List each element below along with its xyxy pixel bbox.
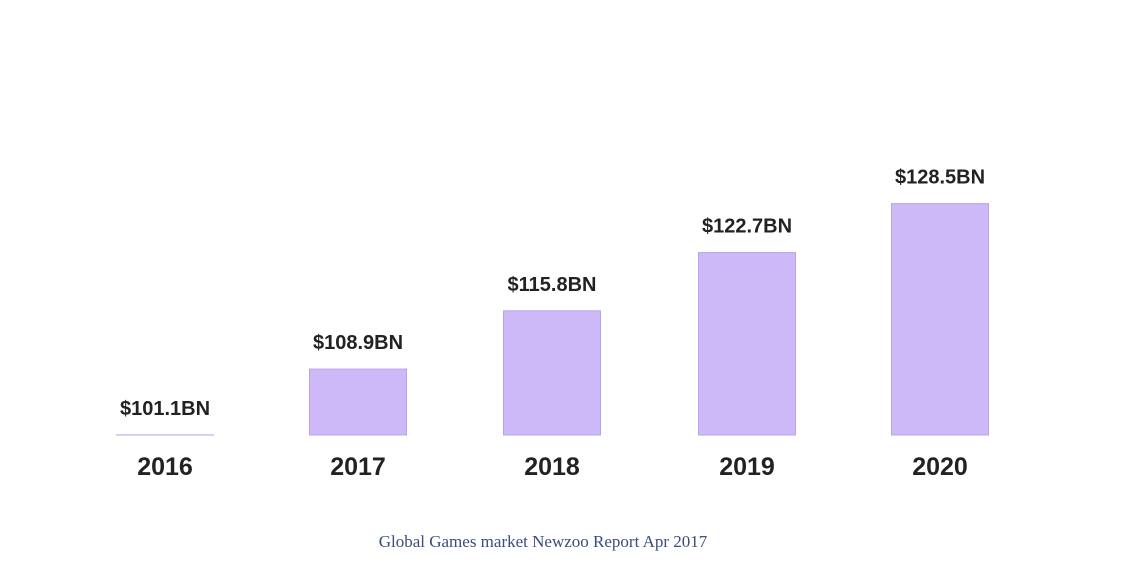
- chart-caption: Global Games market Newzoo Report Apr 20…: [378, 532, 708, 551]
- x-tick-label-2016: 2016: [137, 453, 193, 481]
- data-label-2017: $108.9BN: [313, 332, 403, 354]
- bars-group: [116, 203, 989, 436]
- bar-2017: [309, 368, 407, 436]
- bar-2018: [503, 310, 601, 436]
- data-label-2018: $115.8BN: [508, 274, 597, 296]
- data-label-2020: $128.5BN: [895, 167, 985, 189]
- x-tick-label-2018: 2018: [524, 453, 580, 481]
- data-label-2016: $101.1BN: [120, 398, 210, 420]
- x-axis-tick-labels: 2016 2017 2018 2019 2020: [137, 453, 968, 481]
- bar-2020: [891, 203, 989, 436]
- bar-chart: $101.1BN $108.9BN $115.8BN $122.7BN $128.5BN…: [116, 167, 989, 481]
- x-tick-label-2019: 2019: [719, 453, 775, 481]
- value-labels-group: $101.1BN $108.9BN $115.8BN $122.7BN $128.5BN: [120, 167, 985, 420]
- data-label-2019: $122.7BN: [702, 216, 792, 238]
- bar-2019: [698, 252, 796, 436]
- x-tick-label-2020: 2020: [912, 453, 968, 481]
- x-tick-label-2017: 2017: [330, 453, 386, 481]
